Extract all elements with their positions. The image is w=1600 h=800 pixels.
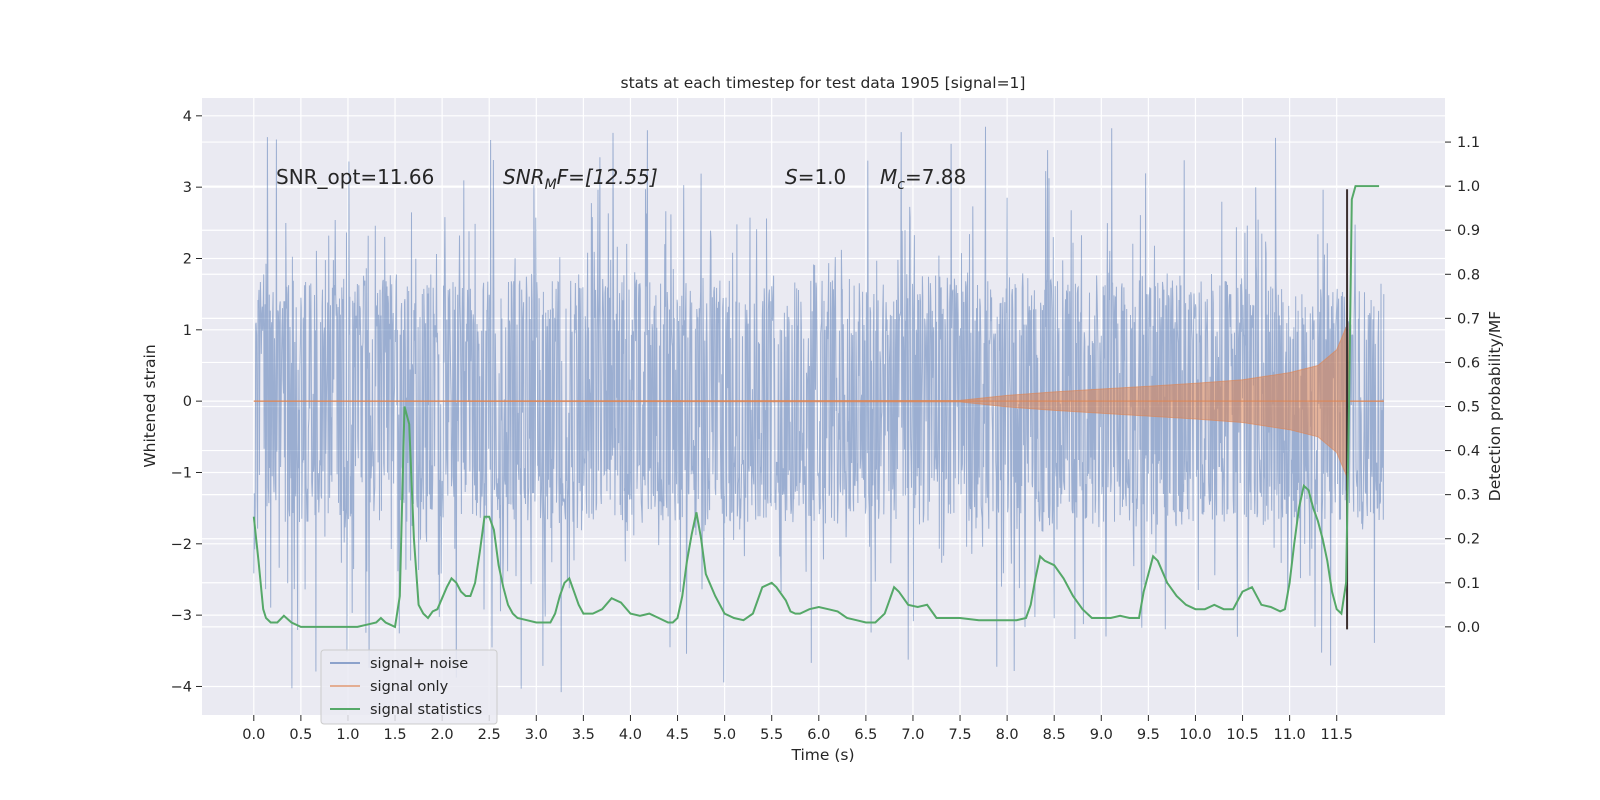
y-right-tick-label-2: 0.2 [1457,532,1480,548]
x-ticks: 0.0 0.5 1.0 1.5 2.0 2.5 3.0 3.5 4.0 4.5 5.0 5.5 6.0 6… [242,715,1353,743]
y-tick-label-0: −4 [171,679,192,695]
y-tick-label-3: −1 [171,465,192,481]
y-ticks-left: −4 −3 −2 −1 0 1 2 3 4 [171,109,202,695]
y-right-tick-label-10: 1.0 [1457,179,1480,195]
x-tick-label-10: 5.0 [713,727,736,743]
x-tick-label-2: 1.0 [336,727,359,743]
y-right-tick-label-1: 0.1 [1457,576,1480,592]
y-right-tick-label-9: 0.9 [1457,223,1480,239]
legend-box [320,649,498,725]
x-tick-label-13: 6.5 [854,727,877,743]
signal-series-layer [253,322,1384,480]
x-tick-label-23: 11.5 [1321,727,1353,743]
y-right-tick-label-8: 0.8 [1457,267,1480,283]
y-tick-label-6: 2 [183,251,192,267]
noise-series-layer [253,126,1385,693]
x-tick-label-12: 6.0 [807,727,830,743]
y-right-tick-label-7: 0.7 [1457,311,1480,327]
x-tick-label-11: 5.5 [760,727,783,743]
y-axis-right-title: Detection probability/MF [1486,311,1504,502]
series-signal-noise-line [253,126,1385,693]
annotation-snr-mf: SNRMF=[12.55] [503,165,658,193]
x-tick-label-22: 11.0 [1273,727,1305,743]
y-tick-label-7: 3 [183,180,192,196]
x-tick-label-14: 7.0 [901,727,924,743]
y-right-tick-label-5: 0.5 [1457,400,1480,416]
x-tick-label-6: 3.0 [525,727,548,743]
x-tick-label-17: 8.5 [1043,727,1066,743]
y-right-tick-label-0: 0.0 [1457,620,1480,636]
y-right-tick-label-4: 0.4 [1457,444,1480,460]
y-tick-label-2: −2 [171,537,192,553]
x-tick-label-7: 3.5 [572,727,595,743]
series-signal-statistics-line [252,185,1380,629]
x-tick-label-9: 4.5 [666,727,689,743]
annotation-s: S=1.0 [785,165,846,189]
legend-label-statistics: signal statistics [370,702,482,718]
x-tick-label-15: 7.5 [949,727,972,743]
y-axis-title: Whitened strain [141,344,159,467]
y-tick-label-8: 4 [183,109,192,125]
y-tick-label-5: 1 [183,323,192,339]
x-tick-label-19: 9.5 [1137,727,1160,743]
x-axis-title: Time (s) [790,746,854,764]
chart-title: stats at each timestep for test data 190… [621,74,1026,92]
x-tick-label-20: 10.0 [1179,727,1211,743]
x-tick-label-16: 8.0 [996,727,1019,743]
y-right-tick-label-6: 0.6 [1457,355,1480,371]
legend-label-noise: signal+ noise [370,656,468,672]
x-tick-label-0: 0.0 [242,727,265,743]
annotation-mc: Mc=7.88 [880,165,966,193]
legend: signal+ noise signal only signal statist… [320,649,498,725]
annotations: SNR_opt=11.66 SNRMF=[12.55] S=1.0 Mc=7.8… [276,165,966,193]
y-tick-label-4: 0 [183,394,192,410]
x-tick-label-3: 1.5 [384,727,407,743]
x-tick-label-8: 4.0 [619,727,642,743]
x-tick-label-21: 10.5 [1226,727,1258,743]
y-tick-label-1: −3 [171,608,192,624]
y-right-tick-label-11: 1.1 [1457,135,1480,151]
y-right-tick-label-3: 0.3 [1457,488,1480,504]
y-ticks-right: 0.0 0.1 0.2 0.3 0.4 0.5 0.6 0.7 0.8 0.9 1.0 1.1 [1445,135,1480,636]
statistics-series-layer [252,185,1380,629]
x-tick-label-1: 0.5 [289,727,312,743]
x-tick-label-5: 2.5 [478,727,501,743]
legend-label-signal: signal only [370,679,449,695]
annotation-snr-opt: SNR_opt=11.66 [276,165,434,189]
x-tick-label-4: 2.0 [431,727,454,743]
x-tick-label-18: 9.0 [1090,727,1113,743]
